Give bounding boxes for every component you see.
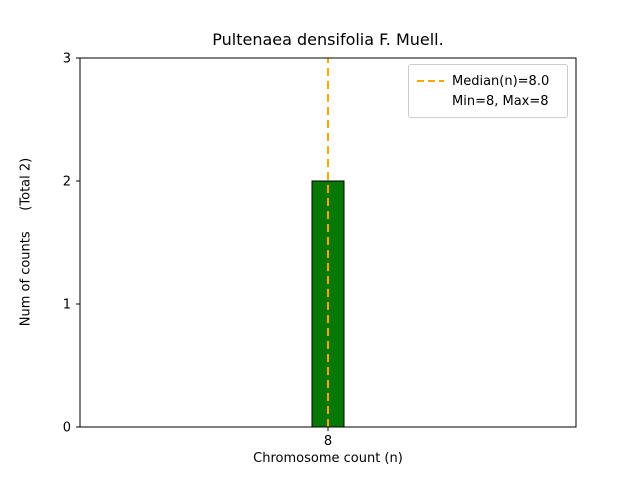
legend: Median(n)=8.0 Min=8, Max=8 [408, 64, 568, 118]
axes-spines [79, 57, 577, 428]
legend-label-median: Median(n)=8.0 [452, 73, 550, 89]
median-dashed-line-sample [417, 80, 444, 82]
legend-label-minmax: Min=8, Max=8 [452, 93, 549, 109]
legend-entry-minmax: Min=8, Max=8 [417, 91, 559, 111]
x-axis-label: Chromosome count (n) [253, 451, 403, 466]
y-tick-label: 0 [63, 421, 71, 436]
chart-title: Pultenaea densifolia F. Muell. [212, 30, 444, 49]
y-tick-label: 2 [63, 175, 71, 190]
x-tick-label: 8 [324, 434, 332, 449]
y-tick-label: 3 [63, 52, 71, 67]
blank-legend-sample [417, 100, 444, 102]
legend-entry-median: Median(n)=8.0 [417, 71, 559, 91]
y-tick-label: 1 [63, 298, 71, 313]
